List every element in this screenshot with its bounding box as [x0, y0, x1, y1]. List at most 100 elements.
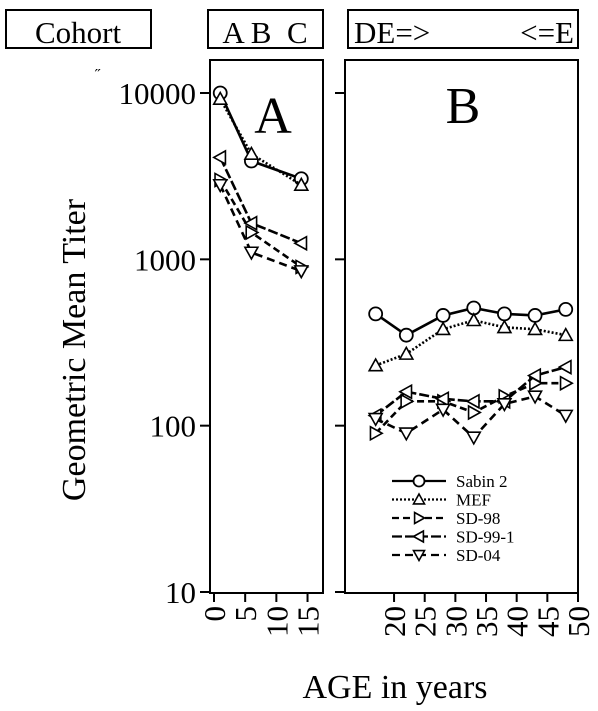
- data-point-triangle-left: [557, 359, 572, 375]
- direction-label-right: <=E: [520, 15, 574, 50]
- data-point-triangle-left: [243, 215, 258, 232]
- series-sd-98: [214, 172, 310, 275]
- panel-a-x-tick-label: 15: [291, 606, 326, 637]
- cohort-label: Cohort: [35, 15, 122, 50]
- data-point-triangle-down: [212, 178, 229, 194]
- series-line: [219, 179, 303, 269]
- legend-marker-triangle-down: [412, 549, 426, 563]
- data-point-triangle-down: [527, 390, 543, 405]
- panel-b-x-tick-label: 35: [469, 606, 504, 637]
- data-point-triangle-left: [212, 149, 227, 166]
- panel-b-x-tick-label: 20: [377, 606, 412, 637]
- data-point-triangle-up: [212, 90, 229, 106]
- data-point-circle: [527, 308, 543, 323]
- direction-header: DE=> <=E: [347, 9, 579, 50]
- data-point-triangle-right: [400, 393, 415, 410]
- groups-label: A B C: [222, 15, 307, 50]
- series-sd-04: [212, 178, 310, 280]
- panel-b-label: B: [446, 78, 481, 135]
- panel-b-x-tick-label: 45: [530, 606, 565, 637]
- series-sd-04: [367, 390, 574, 446]
- data-point-circle: [558, 302, 574, 317]
- y-tick-label: 10: [165, 575, 196, 610]
- data-point-triangle-down: [557, 409, 574, 424]
- data-point-triangle-left: [465, 393, 480, 410]
- series-line: [219, 98, 302, 187]
- data-point-triangle-up: [557, 327, 574, 342]
- legend-label: SD-98: [456, 509, 500, 528]
- legend-label: SD-04: [456, 546, 501, 565]
- legend-label: SD-99-1: [456, 528, 515, 547]
- data-point-circle: [398, 327, 414, 343]
- series-sd-98: [369, 375, 574, 442]
- data-point-triangle-down: [435, 403, 451, 418]
- cohort-box: [5, 9, 152, 49]
- series-line: [219, 184, 302, 273]
- data-point-triangle-left: [398, 383, 413, 400]
- data-point-triangle-up: [367, 357, 384, 372]
- panel-a-x-tick-label: 5: [228, 606, 263, 622]
- series-mef: [367, 312, 574, 372]
- stray-mark: ˝: [94, 67, 101, 84]
- y-tick-label: 1000: [134, 242, 196, 277]
- panel-b-x-tick-label: 40: [500, 606, 535, 637]
- data-point-triangle-right: [559, 375, 574, 392]
- data-point-triangle-up: [398, 345, 415, 360]
- panel-a-frame: [209, 59, 324, 594]
- panel-a-label: A: [254, 88, 292, 145]
- data-point-triangle-left: [293, 235, 308, 252]
- data-point-triangle-down: [243, 246, 260, 261]
- data-point-triangle-down: [398, 427, 415, 442]
- direction-box: [347, 9, 579, 49]
- data-point-triangle-up: [496, 319, 513, 334]
- legend-label: Sabin 2: [456, 472, 507, 491]
- data-point-triangle-up: [243, 145, 260, 160]
- legend-entry: MEF: [392, 491, 491, 510]
- data-point-triangle-up: [465, 312, 482, 327]
- legend-marker-triangle-left: [411, 529, 425, 544]
- cohort-header: Cohort: [5, 9, 152, 50]
- data-point-triangle-up: [293, 176, 310, 191]
- legend-entry: Sabin 2: [392, 472, 507, 491]
- panel-b-frame: [344, 59, 579, 594]
- panel-b-x-tick-label: 25: [408, 606, 443, 637]
- groups-header: A B C: [207, 9, 324, 50]
- data-point-triangle-left: [434, 390, 450, 407]
- data-point-triangle-down: [293, 265, 310, 280]
- y-tick-label: 100: [150, 409, 197, 444]
- legend-entry: SD-04: [392, 546, 501, 565]
- direction-label-left: DE=>: [354, 15, 430, 50]
- data-point-triangle-right: [467, 404, 482, 421]
- data-point-triangle-up: [435, 321, 451, 336]
- data-point-circle: [368, 306, 384, 322]
- data-point-triangle-down: [367, 412, 384, 427]
- y-axis-title: Geometric Mean Titer: [56, 198, 93, 501]
- legend-marker-triangle-right: [413, 511, 427, 525]
- legend-marker-circle: [412, 474, 426, 488]
- data-point-triangle-left: [526, 367, 542, 384]
- panel-a-x-tick-label: 10: [259, 606, 294, 637]
- series-mef: [212, 90, 310, 191]
- legend-label: MEF: [456, 491, 491, 510]
- data-point-triangle-right: [245, 224, 260, 241]
- data-point-triangle-right: [369, 425, 384, 442]
- groups-box: [207, 9, 324, 49]
- legend-entry: SD-99-1: [392, 528, 515, 547]
- panel-b-x-tick-label: 50: [561, 606, 596, 637]
- data-point-triangle-up: [527, 321, 543, 336]
- panel-b-x-tick-label: 30: [438, 606, 473, 637]
- data-point-circle: [435, 308, 451, 323]
- legend-entry: SD-98: [392, 509, 500, 528]
- data-point-triangle-down: [465, 431, 482, 446]
- data-point-triangle-down: [496, 397, 513, 413]
- x-axis-title: AGE in years: [302, 669, 487, 706]
- data-point-circle: [497, 306, 512, 322]
- legend-marker-triangle-up: [412, 492, 426, 505]
- series-sd-99-1: [212, 149, 308, 252]
- panel-a-x-tick-label: 0: [197, 606, 232, 622]
- y-tick-label: 10000: [119, 76, 197, 111]
